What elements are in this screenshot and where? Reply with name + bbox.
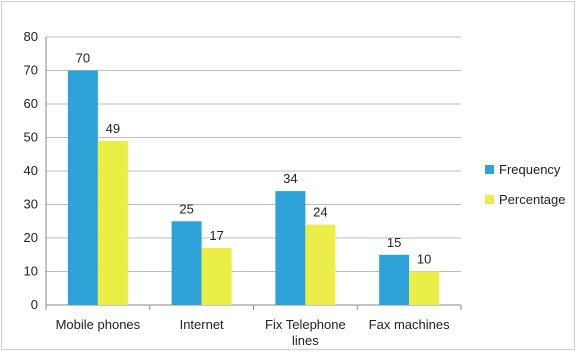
data-label-percentage-3: 24 <box>313 205 327 220</box>
bar-chart: 0 10 20 30 40 50 60 70 80 70 49 Mobile phones 25 17 In… <box>24 29 566 348</box>
data-label-percentage-4: 10 <box>417 252 431 267</box>
data-label-frequency-1: 70 <box>76 51 90 66</box>
y-tick-label-80: 80 <box>24 29 38 44</box>
legend-swatch-frequency <box>485 165 494 174</box>
legend-swatch-percentage <box>485 195 494 204</box>
bar-percentage-4 <box>409 271 440 305</box>
bar-frequency-3 <box>275 191 306 305</box>
bar-frequency-2 <box>171 221 202 305</box>
y-tick-label-30: 30 <box>24 197 38 212</box>
bar-percentage-1 <box>97 140 128 305</box>
data-label-percentage-1: 49 <box>106 121 120 136</box>
y-tick-label-60: 60 <box>24 96 38 111</box>
y-tick-label-50: 50 <box>24 130 38 145</box>
data-label-frequency-2: 25 <box>179 201 193 216</box>
y-tick-label-70: 70 <box>24 63 38 78</box>
legend-label-frequency: Frequency <box>499 162 561 177</box>
bar-frequency-4 <box>379 254 410 305</box>
bar-frequency-1 <box>67 70 98 305</box>
x-category-label-3: Fix Telephone <box>265 317 346 332</box>
y-tick-label-20: 20 <box>24 230 38 245</box>
bar-percentage-2 <box>201 248 232 305</box>
y-tick-label-0: 0 <box>31 297 38 312</box>
legend-label-percentage: Percentage <box>499 192 566 207</box>
x-category-label-4: Fax machines <box>369 317 450 332</box>
x-category-label-3-line-2: lines <box>292 333 319 348</box>
data-label-percentage-2: 17 <box>209 228 223 243</box>
x-category-label-2: Internet <box>180 317 224 332</box>
y-tick-label-40: 40 <box>24 163 38 178</box>
data-label-frequency-3: 34 <box>283 171 297 186</box>
x-category-label-1: Mobile phones <box>56 317 141 332</box>
bar-percentage-3 <box>305 224 336 305</box>
chart-frame: 0 10 20 30 40 50 60 70 80 70 49 Mobile phones 25 17 In… <box>1 1 575 350</box>
y-tick-label-10: 10 <box>24 264 38 279</box>
data-label-frequency-4: 15 <box>387 235 401 250</box>
